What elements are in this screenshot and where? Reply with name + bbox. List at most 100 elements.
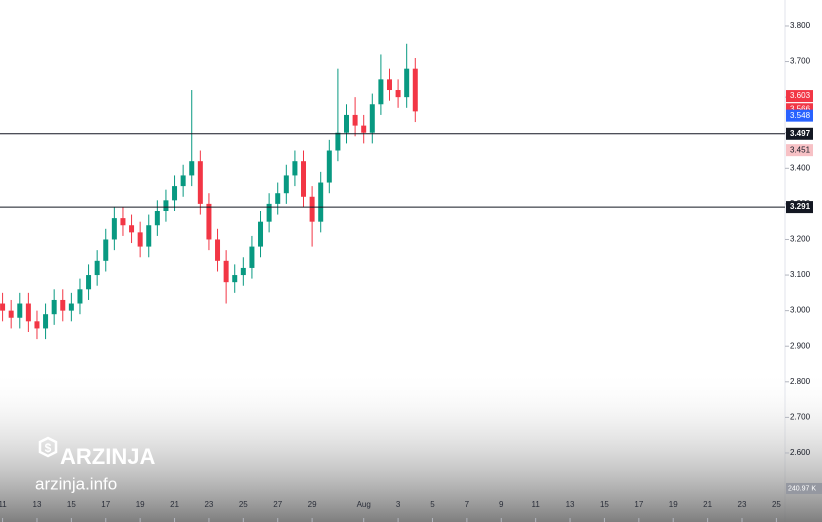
candle-body bbox=[25, 303, 31, 322]
candle-body bbox=[215, 239, 221, 261]
candle-body bbox=[335, 132, 341, 151]
y-tick-label: 3.700 bbox=[790, 57, 811, 66]
candle-body bbox=[154, 211, 160, 226]
price-tag bbox=[786, 109, 813, 122]
candle-body bbox=[258, 221, 264, 247]
price-tag-label: 3.548 bbox=[790, 111, 811, 120]
y-tick-label: 2.900 bbox=[790, 341, 811, 350]
candle-body bbox=[17, 303, 23, 318]
x-tick-label: 23 bbox=[738, 500, 747, 509]
candle-body bbox=[378, 79, 384, 105]
candle-body bbox=[249, 246, 255, 268]
x-tick-label: 9 bbox=[499, 500, 504, 509]
level-tag-label: 3.497 bbox=[790, 129, 811, 138]
candle-body bbox=[86, 275, 92, 290]
candle-body bbox=[51, 299, 57, 315]
candle-body bbox=[326, 150, 332, 183]
candle-body bbox=[120, 218, 126, 226]
x-tick-label: 21 bbox=[170, 500, 179, 509]
candle-body bbox=[283, 175, 289, 194]
candle-body bbox=[77, 289, 83, 304]
candle-body bbox=[43, 314, 49, 329]
x-tick-label: 21 bbox=[703, 500, 712, 509]
y-tick-label: 2.700 bbox=[790, 412, 811, 421]
price-tag-label: 3.451 bbox=[790, 145, 811, 154]
candle-body bbox=[223, 260, 229, 283]
x-tick-label: 27 bbox=[273, 500, 282, 509]
candle-body bbox=[68, 303, 74, 311]
level-tag bbox=[786, 127, 813, 140]
x-tick-label: 11 bbox=[532, 500, 541, 509]
candle-body bbox=[60, 299, 66, 311]
candle-body bbox=[275, 193, 281, 204]
x-tick-label: 25 bbox=[239, 500, 248, 509]
x-tick-label: 25 bbox=[772, 500, 781, 509]
x-tick-label: 5 bbox=[430, 500, 435, 509]
candle-body bbox=[395, 90, 401, 98]
x-tick-label: 13 bbox=[566, 500, 575, 509]
candle-body bbox=[34, 321, 40, 329]
candle-body bbox=[309, 196, 315, 222]
x-tick-label: 17 bbox=[634, 500, 643, 509]
candle-body bbox=[266, 203, 272, 222]
candle-body bbox=[301, 161, 307, 197]
x-tick-label: 15 bbox=[67, 500, 76, 509]
candle-body bbox=[369, 104, 375, 133]
x-tick-label: Aug bbox=[357, 500, 371, 509]
watermark: $ ARZINJA arzinja.info bbox=[35, 436, 155, 493]
candle-body bbox=[412, 68, 418, 112]
brand: ARZINJA bbox=[60, 444, 155, 469]
x-tick-label: 17 bbox=[101, 500, 110, 509]
candle-body bbox=[163, 200, 169, 212]
candle-body bbox=[240, 267, 246, 276]
volume-tag-label: 240.97 K bbox=[788, 485, 816, 492]
candle-body bbox=[103, 239, 109, 261]
candle-body bbox=[352, 114, 358, 126]
price-tag-label: 3.566 bbox=[790, 104, 811, 113]
x-tick-label: 23 bbox=[204, 500, 213, 509]
y-tick-label: 3.400 bbox=[790, 163, 811, 172]
candle-body bbox=[292, 161, 298, 176]
candle-body bbox=[172, 186, 178, 201]
candle-body bbox=[386, 79, 392, 91]
y-tick-label: 3.000 bbox=[790, 306, 811, 315]
y-tick-label: 3.200 bbox=[790, 235, 811, 244]
candle-body bbox=[111, 218, 117, 240]
candle-body bbox=[137, 232, 143, 247]
y-tick-label: 2.600 bbox=[790, 448, 811, 457]
level-tag-label: 3.291 bbox=[790, 202, 811, 211]
x-tick-label: 3 bbox=[396, 500, 401, 509]
logo bbox=[38, 436, 58, 458]
candle-body bbox=[197, 161, 203, 204]
candle-body bbox=[0, 303, 6, 311]
candle-body bbox=[129, 225, 135, 233]
x-tick-label: 11 bbox=[0, 500, 7, 509]
x-tick-label: 19 bbox=[669, 500, 678, 509]
price-tag-label: 3.603 bbox=[790, 91, 811, 100]
candle-body bbox=[206, 203, 212, 240]
candle-body bbox=[404, 68, 410, 98]
site: arzinja.info bbox=[35, 474, 117, 493]
x-tick-label: 29 bbox=[308, 500, 317, 509]
logo-mark: $ bbox=[45, 441, 52, 455]
candle-body bbox=[146, 225, 152, 247]
x-tick-label: 7 bbox=[465, 500, 470, 509]
x-tick-label: 19 bbox=[136, 500, 145, 509]
x-tick-label: 15 bbox=[600, 500, 609, 509]
candle-body bbox=[8, 310, 14, 318]
candle-body bbox=[232, 275, 238, 283]
price-tag bbox=[786, 90, 813, 103]
bottom-fade bbox=[0, 370, 822, 522]
candle-body bbox=[318, 182, 324, 222]
y-tick-label: 2.800 bbox=[790, 377, 811, 386]
x-tick-label: 13 bbox=[33, 500, 42, 509]
price-tag bbox=[786, 144, 813, 157]
candle-body bbox=[94, 260, 100, 276]
y-tick-label: 3.800 bbox=[790, 21, 811, 30]
candle-body bbox=[189, 161, 195, 176]
y-tick-label: 3.100 bbox=[790, 270, 811, 279]
candle-body bbox=[361, 125, 367, 133]
candle-body bbox=[180, 175, 186, 187]
candle-body bbox=[344, 114, 350, 133]
